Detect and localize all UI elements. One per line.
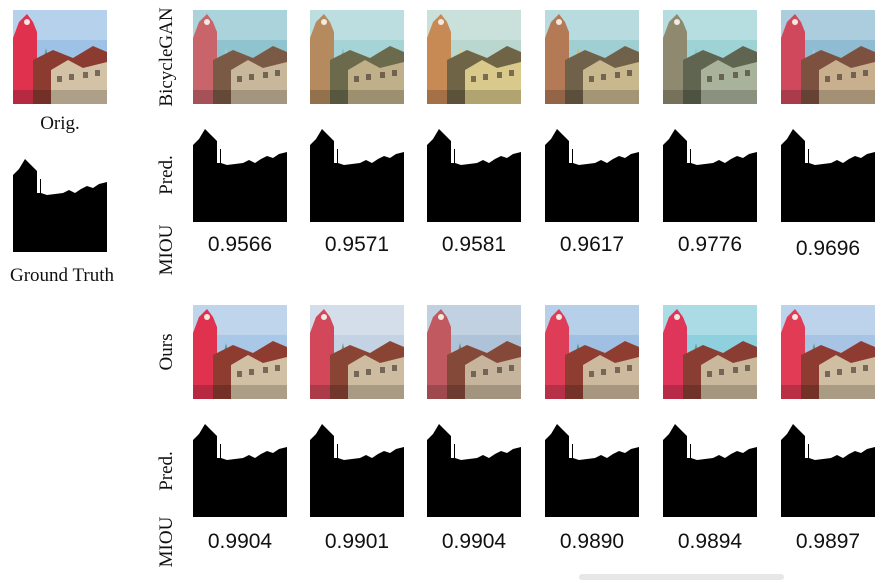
ours-pred-mask-3 <box>427 422 521 517</box>
ours-pred-mask-4 <box>545 422 639 517</box>
orig-caption: Orig. <box>40 113 80 134</box>
ours-miou-score-1: 0.9904 <box>207 530 273 553</box>
ours-result-image-4 <box>545 305 639 399</box>
bicyclegan-miou-score-1: 0.9566 <box>207 233 273 256</box>
bicyclegan-pred-mask-2 <box>310 127 404 222</box>
bicyclegan-pred-mask-1 <box>193 127 287 222</box>
bicyclegan-result-image-3 <box>427 10 521 104</box>
ours-miou-score-4: 0.9890 <box>559 530 625 553</box>
bicyclegan-miou-score-4: 0.9617 <box>559 233 625 256</box>
bicyclegan-result-image-6 <box>781 10 875 104</box>
bicyclegan-pred-mask-4 <box>545 127 639 222</box>
ours-result-image-6 <box>781 305 875 399</box>
bicyclegan-result-image-5 <box>663 10 757 104</box>
ours-row-label: Ours <box>156 333 177 371</box>
ours-result-image-3 <box>427 305 521 399</box>
horizontal-scrollbar[interactable] <box>579 574 784 580</box>
ours-result-image-5 <box>663 305 757 399</box>
bicyclegan-miou-score-2: 0.9571 <box>324 233 390 256</box>
original-image <box>13 10 107 104</box>
ground-truth-mask <box>13 157 107 252</box>
ours-pred-mask-6 <box>781 422 875 517</box>
bicyclegan-miou-score-5: 0.9776 <box>677 233 743 256</box>
bicyclegan-miou-score-3: 0.9581 <box>441 233 507 256</box>
bicyclegan-pred-mask-3 <box>427 127 521 222</box>
bicyclegan-result-image-2 <box>310 10 404 104</box>
ground-truth-caption: Ground Truth <box>10 265 114 286</box>
bicyclegan-result-image-4 <box>545 10 639 104</box>
ours-result-image-1 <box>193 305 287 399</box>
ours-miou-score-2: 0.9901 <box>324 530 390 553</box>
bicyclegan-result-image-1 <box>193 10 287 104</box>
bicyclegan-miou-score-6: 0.9696 <box>795 237 861 260</box>
miou-row-label-2: MIOU <box>156 516 177 568</box>
ours-pred-mask-5 <box>663 422 757 517</box>
pred-row-label-1: Pred. <box>156 155 177 195</box>
ours-miou-score-5: 0.9894 <box>677 530 743 553</box>
bicyclegan-pred-mask-5 <box>663 127 757 222</box>
ours-miou-score-3: 0.9904 <box>441 530 507 553</box>
ours-miou-score-6: 0.9897 <box>795 530 861 553</box>
ours-pred-mask-1 <box>193 422 287 517</box>
ours-result-image-2 <box>310 305 404 399</box>
bicyclegan-row-label: BicycleGAN <box>156 7 177 107</box>
miou-row-label-1: MIOU <box>156 224 177 276</box>
pred-row-label-2: Pred. <box>156 451 177 491</box>
bicyclegan-pred-mask-6 <box>781 127 875 222</box>
ours-pred-mask-2 <box>310 422 404 517</box>
